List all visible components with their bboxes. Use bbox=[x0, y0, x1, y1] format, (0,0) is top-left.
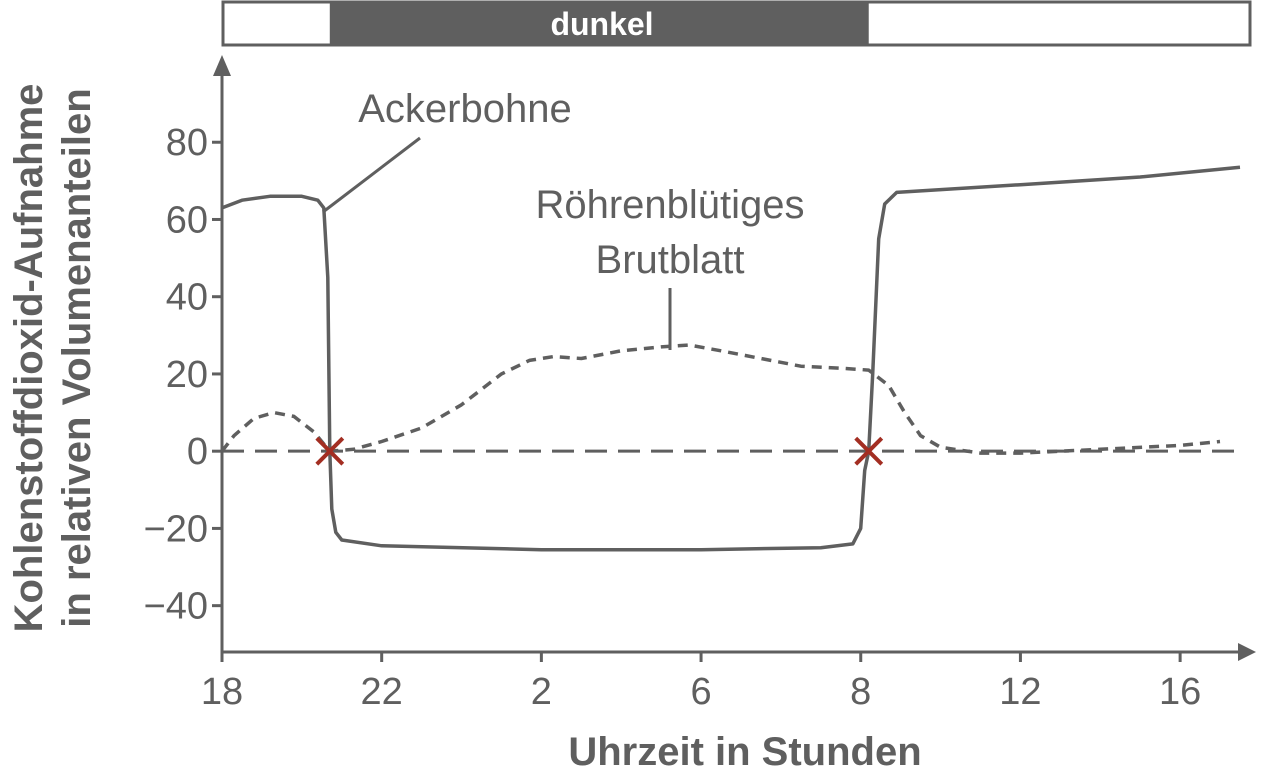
x-tick-label: 6 bbox=[690, 671, 711, 713]
x-tick-label: 22 bbox=[361, 671, 403, 713]
series-line-ackerbohne bbox=[221, 165, 1241, 552]
y-tick-label: 80 bbox=[166, 122, 208, 164]
marker-stroke bbox=[315, 436, 345, 466]
series-line-brutblatt bbox=[220, 343, 1221, 455]
y-tick-label: −40 bbox=[144, 586, 208, 628]
y-axis-arrow bbox=[213, 55, 231, 76]
dark-bar-segment bbox=[329, 2, 869, 45]
compensation-markers bbox=[315, 436, 884, 466]
series-label-ackerbohne: Ackerbohne bbox=[358, 87, 571, 131]
y-tick-label: 20 bbox=[166, 354, 208, 396]
series-label-brutblatt-line1: Röhrenblütiges bbox=[535, 183, 804, 227]
light-dark-bar bbox=[221, 0, 1252, 47]
compensation-point-marker bbox=[315, 436, 345, 466]
labels: Uhrzeit in Stunden Kohlenstoffdioxid-Auf… bbox=[7, 6, 922, 774]
x-axis-title: Uhrzeit in Stunden bbox=[568, 730, 921, 774]
y-tick-label: −20 bbox=[144, 508, 208, 550]
x-axis-arrow bbox=[1238, 643, 1256, 661]
y-axis-title-line1: Kohlenstoffdioxid-Aufnahme bbox=[7, 84, 51, 633]
dark-period-label: dunkel bbox=[550, 6, 653, 42]
y-tick-label: 40 bbox=[166, 277, 208, 319]
marker-stroke bbox=[854, 436, 884, 466]
leader-line-ackerbohne bbox=[322, 136, 421, 214]
x-tick-label: 12 bbox=[999, 671, 1041, 713]
y-tick-label: 0 bbox=[187, 431, 208, 473]
x-tick-label: 16 bbox=[1159, 671, 1201, 713]
series-lines bbox=[220, 165, 1241, 552]
compensation-point-marker bbox=[854, 436, 884, 466]
y-tick-label: 60 bbox=[166, 199, 208, 241]
y-axis-title-line2: in relativen Volumenanteilen bbox=[55, 88, 99, 627]
x-tick-label: 2 bbox=[531, 671, 552, 713]
x-tick-label: 18 bbox=[201, 671, 243, 713]
x-tick-label: 8 bbox=[850, 671, 871, 713]
series-label-brutblatt-line2: Brutblatt bbox=[596, 238, 745, 282]
